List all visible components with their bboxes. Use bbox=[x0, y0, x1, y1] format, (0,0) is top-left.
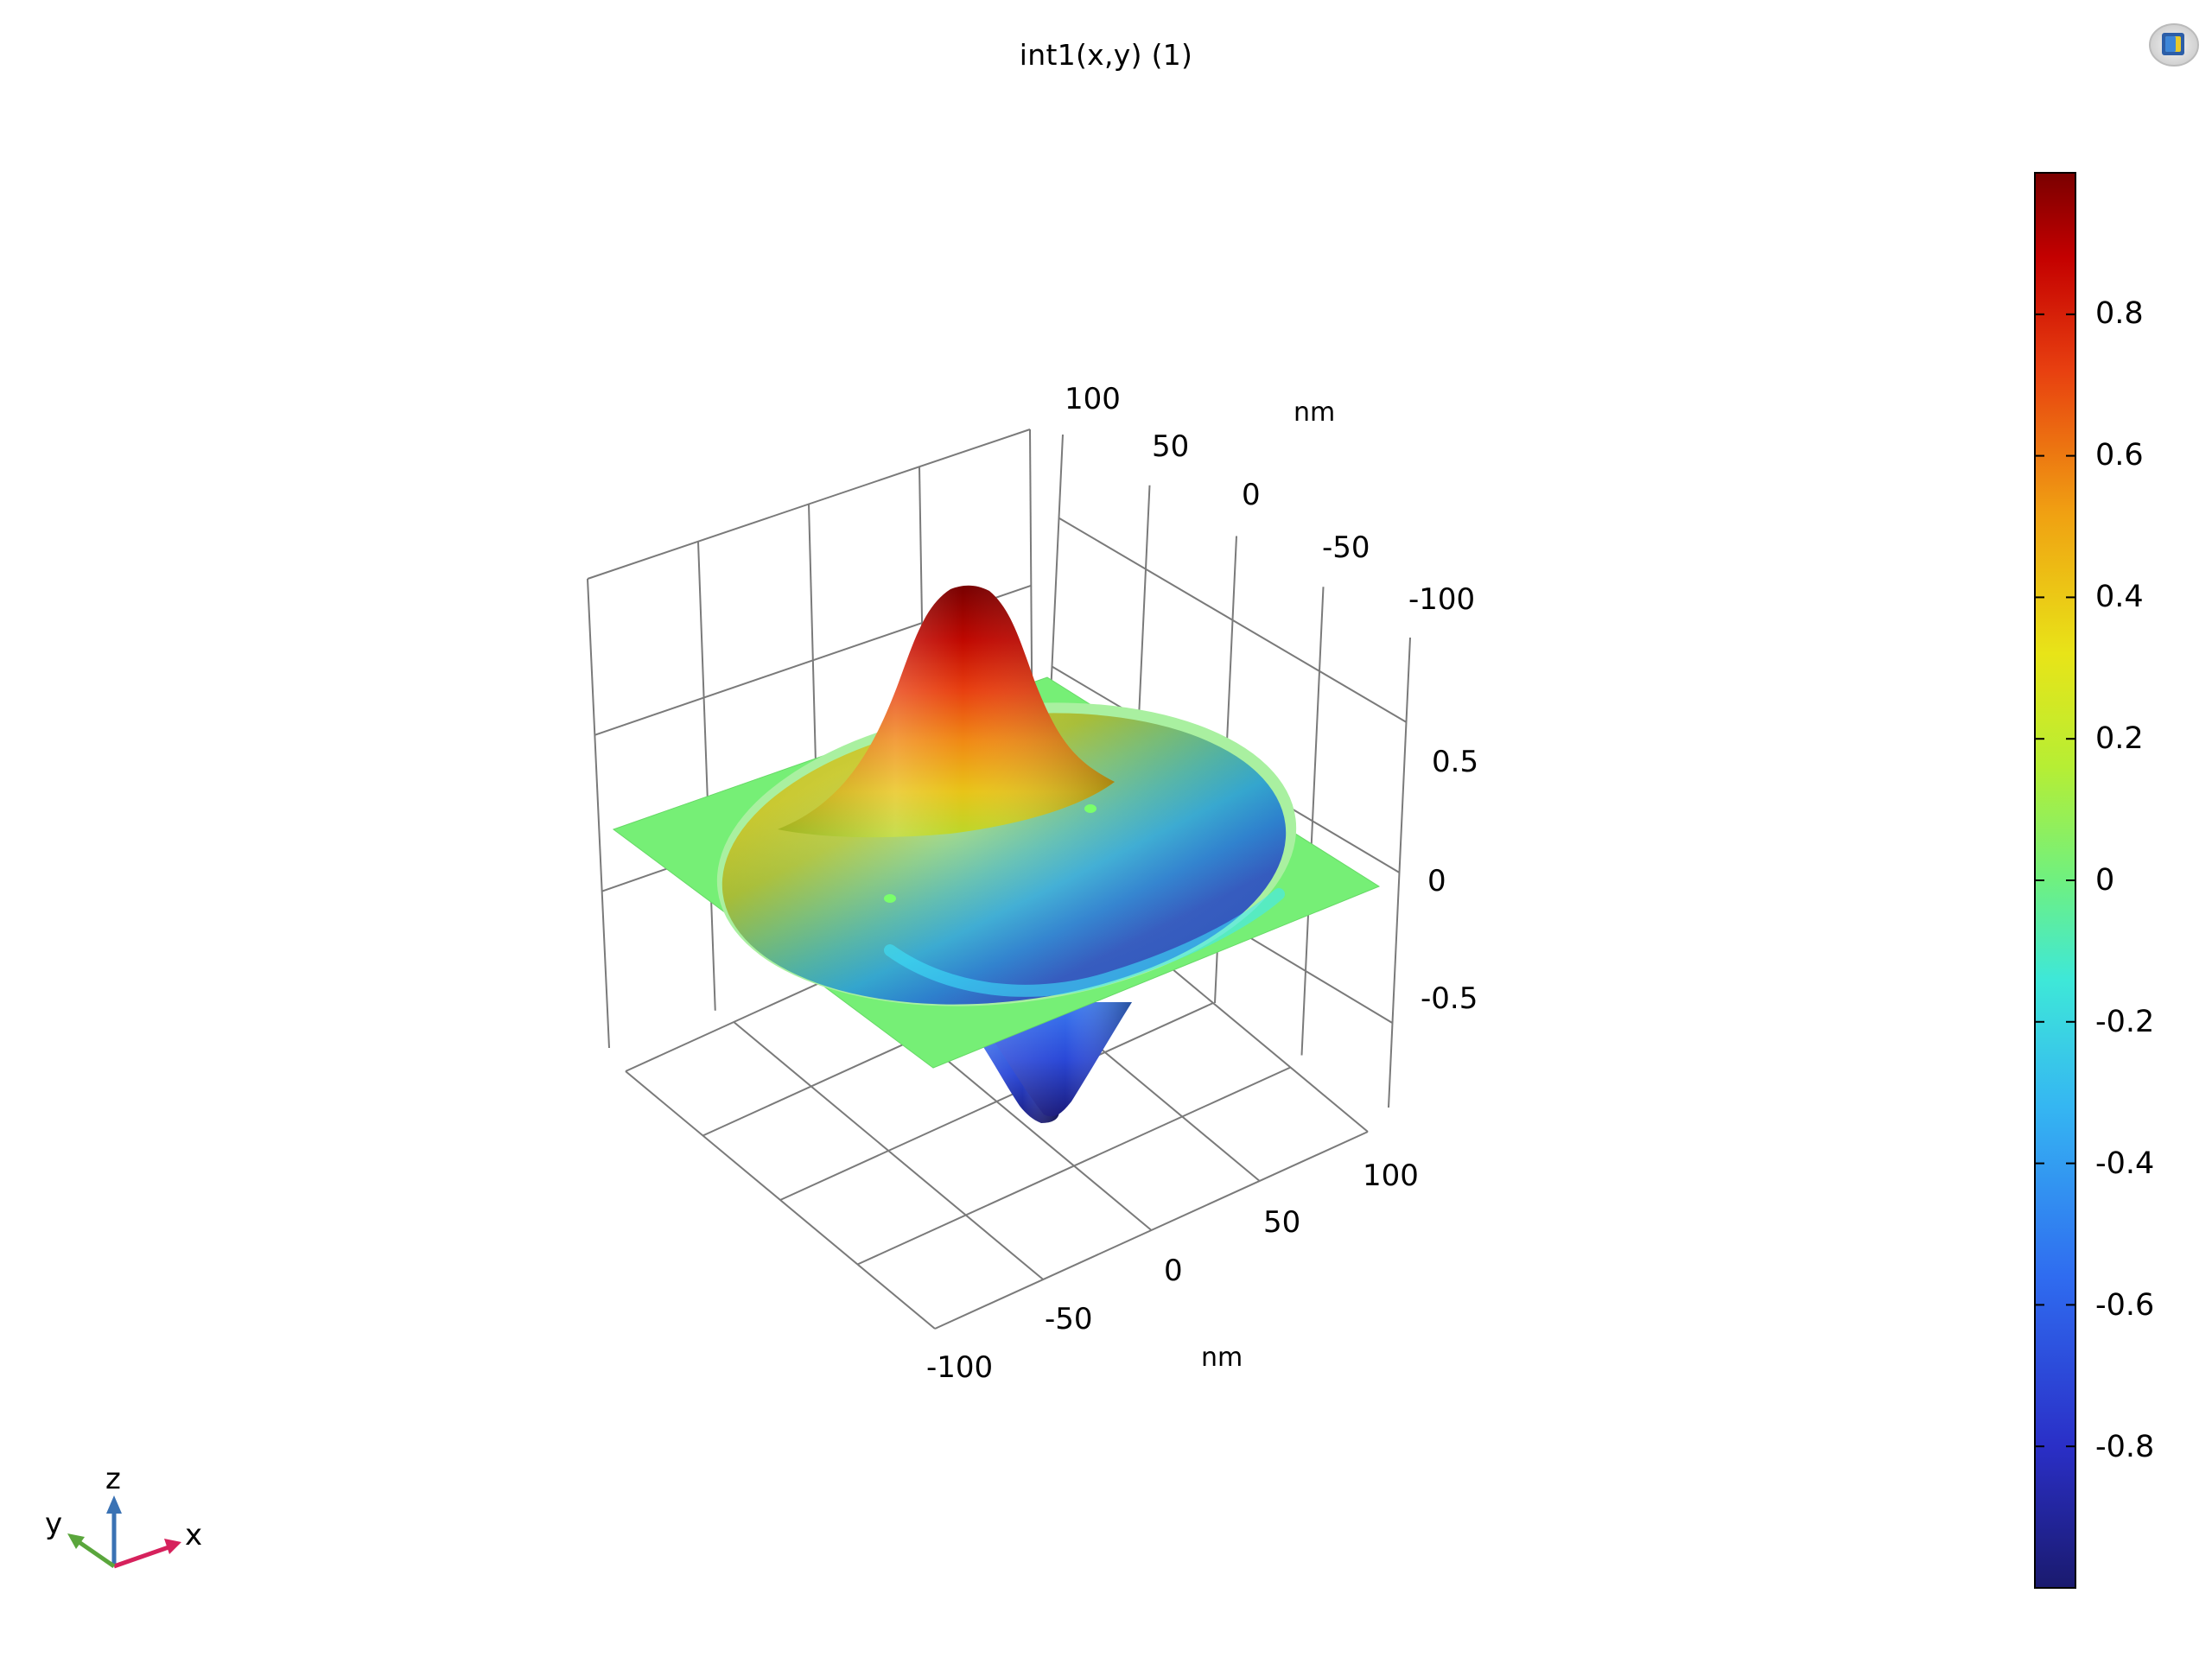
colorbar-tick-label: 0.2 bbox=[2095, 721, 2144, 756]
tick-label: 100 bbox=[1363, 1159, 1419, 1193]
tick-label: 100 bbox=[1065, 382, 1121, 416]
back-wall-horizontal bbox=[1058, 517, 1408, 723]
tick-label: -0.5 bbox=[1421, 981, 1478, 1016]
x-axis-tick-labels: -100 -50 0 50 100 bbox=[926, 1159, 1419, 1385]
back-wall-vertical bbox=[697, 541, 716, 1011]
tick-label: -100 bbox=[1408, 582, 1475, 617]
colorbar-tick-label: 0.6 bbox=[2095, 438, 2144, 473]
back-wall-horizontal bbox=[587, 429, 1031, 580]
graphics-view-icon[interactable] bbox=[2146, 16, 2202, 71]
y-axis-unit-back: nm bbox=[1294, 397, 1335, 428]
colorbar-tick-label: 0.4 bbox=[2095, 580, 2144, 614]
colorbar-tick-label: 0.8 bbox=[2095, 296, 2144, 331]
plot-title: int1(x,y) (1) bbox=[1019, 38, 1193, 72]
triad-z-label: z bbox=[105, 1462, 121, 1496]
y-axis-back-tick-labels: 100 50 0 -50 -100 bbox=[1065, 382, 1475, 617]
x-axis-unit: nm bbox=[1201, 1343, 1243, 1373]
colorbar-tick-label: -0.4 bbox=[2095, 1146, 2154, 1181]
surface-dish-highlight bbox=[884, 888, 1285, 997]
z-arrow-icon bbox=[106, 1495, 122, 1514]
colorbar-tick-label: -0.2 bbox=[2095, 1005, 2154, 1039]
floor-grid-line bbox=[857, 1066, 1291, 1266]
y-arrow-icon bbox=[67, 1533, 85, 1549]
surface-peak-shade bbox=[778, 585, 1115, 838]
axis-orientation-triad: z x y bbox=[45, 1462, 202, 1569]
back-wall-vertical bbox=[587, 578, 610, 1049]
tick-label: 0 bbox=[1242, 478, 1261, 512]
z-axis-tick-labels: 0.5 0 -0.5 bbox=[1421, 745, 1478, 1016]
tick-label: -100 bbox=[926, 1350, 993, 1385]
tick-label: 0 bbox=[1427, 864, 1446, 898]
colorbar-tick-label: -0.6 bbox=[2095, 1288, 2154, 1323]
tick-label: -50 bbox=[1045, 1302, 1093, 1336]
colorbar-ticks bbox=[2035, 313, 2075, 1448]
x-arrow-icon bbox=[164, 1539, 181, 1554]
colorbar-tick-labels: 0.8 0.6 0.4 0.2 0 -0.2 -0.4 -0.6 -0.8 bbox=[2095, 296, 2154, 1464]
tick-label: 50 bbox=[1152, 429, 1189, 464]
tick-label: -50 bbox=[1322, 530, 1370, 565]
floor-grid-line bbox=[934, 1131, 1369, 1330]
colorbar-tick-label: -0.8 bbox=[2095, 1430, 2154, 1464]
tick-label: 50 bbox=[1263, 1205, 1300, 1240]
triad-x-label: x bbox=[185, 1518, 202, 1552]
triad-y-label: y bbox=[45, 1507, 62, 1541]
colorbar-tick-label: 0 bbox=[2095, 863, 2114, 898]
tick-label: 0.5 bbox=[1432, 745, 1478, 779]
tick-label: 0 bbox=[1164, 1254, 1183, 1288]
